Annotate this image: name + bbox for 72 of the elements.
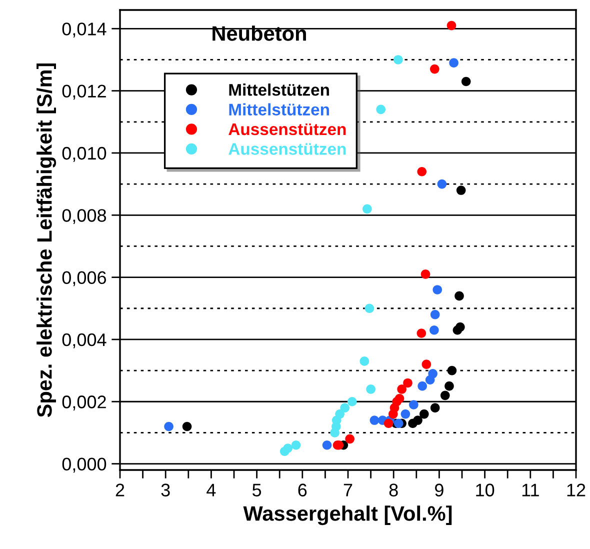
point (164, 422, 174, 432)
y-tick-label: 0,006 (62, 271, 106, 286)
x-axis-title: Wassergehalt [Vol.%] (243, 506, 452, 526)
point (394, 394, 404, 404)
point (345, 434, 354, 444)
point (419, 409, 429, 419)
y-tick-label: 0,002 (62, 396, 106, 410)
y-axis-title: Spez. elektrische Leitfähigkeit [S/m] (36, 63, 56, 418)
point (432, 285, 442, 294)
point (360, 356, 370, 366)
y-tick-label: 0,004 (62, 333, 106, 348)
x-tick-label: 2 (116, 484, 124, 496)
x-tick-label: 11 (522, 484, 539, 496)
point (347, 396, 357, 406)
y-tick-label: 0,010 (62, 146, 106, 162)
point (384, 418, 394, 428)
legend-title: Neubeton (212, 26, 306, 41)
point (283, 444, 292, 453)
x-tick-label: 9 (435, 484, 444, 496)
x-tick-label: 5 (252, 484, 262, 496)
point (291, 440, 301, 450)
point (182, 422, 192, 432)
point (446, 20, 456, 30)
point (444, 381, 454, 391)
point (340, 403, 350, 412)
point (335, 409, 344, 419)
legend-label: Aussenstützen (228, 123, 346, 136)
point (428, 368, 438, 378)
point (430, 310, 440, 320)
y-tick-label: 0,008 (62, 209, 106, 224)
point (394, 418, 404, 428)
point (461, 76, 471, 86)
legend-label: Aussenstützen (228, 143, 346, 155)
x-tick-label: 8 (389, 484, 398, 496)
point (403, 378, 412, 388)
point (364, 304, 374, 314)
x-tick-label: 6 (298, 484, 307, 496)
point (397, 384, 406, 394)
x-tick-label: 12 (567, 484, 586, 496)
point (418, 381, 427, 391)
point (370, 416, 380, 425)
point (430, 403, 440, 412)
x-tick-label: 3 (161, 484, 170, 496)
point (422, 360, 432, 369)
point (437, 179, 447, 189)
point (413, 416, 422, 425)
point (362, 204, 372, 214)
point (440, 390, 450, 400)
point (456, 186, 466, 195)
point (376, 104, 386, 114)
y-tick-label: 0,000 (62, 458, 106, 473)
point (447, 366, 457, 376)
point (366, 384, 376, 394)
point (420, 270, 430, 279)
point (322, 440, 332, 450)
point (400, 409, 410, 419)
y-tick-label: 0,012 (62, 84, 106, 100)
point (409, 400, 418, 410)
point (417, 166, 427, 176)
point (449, 58, 458, 68)
point (456, 322, 465, 332)
x-tick-label: 4 (206, 484, 216, 496)
x-tick-label: 7 (344, 484, 352, 496)
legend-label: Mittelstützen (229, 103, 329, 116)
point (416, 328, 426, 338)
point (430, 64, 440, 74)
point (394, 55, 403, 64)
y-tick-label: 0,014 (62, 22, 106, 38)
x-tick-label: 10 (476, 484, 494, 496)
point (454, 291, 464, 301)
legend-label: Mittelstützen (229, 84, 329, 96)
point (430, 325, 439, 335)
